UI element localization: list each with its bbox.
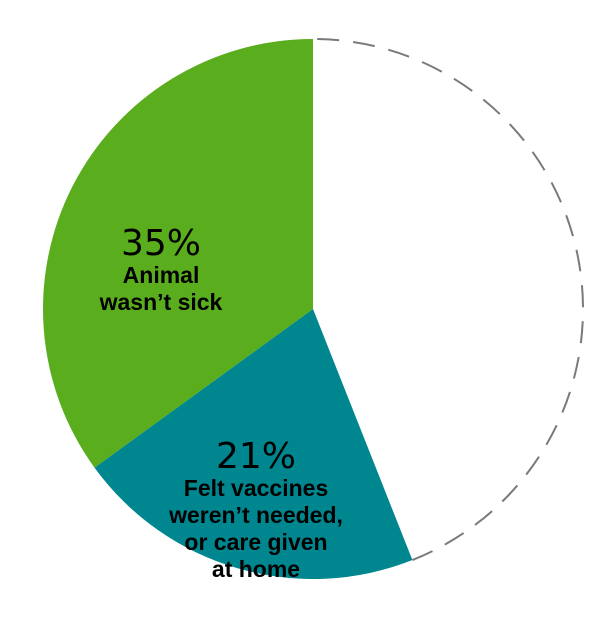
pie-slice-0	[43, 39, 314, 468]
slice-description-label: Animal	[123, 262, 200, 288]
pie-remainder-outline	[312, 38, 584, 561]
pie-slice-1	[94, 309, 413, 579]
slice-percent-label: 35%	[121, 223, 201, 264]
slice-description-label: at home	[212, 556, 300, 582]
slice-description-label: Felt vaccines	[184, 475, 328, 501]
slice-description-label: or care given	[184, 529, 327, 555]
slice-description-label: weren’t needed,	[168, 502, 343, 528]
slice-description-label: wasn’t sick	[99, 289, 223, 315]
slice-percent-label: 21%	[216, 436, 296, 477]
